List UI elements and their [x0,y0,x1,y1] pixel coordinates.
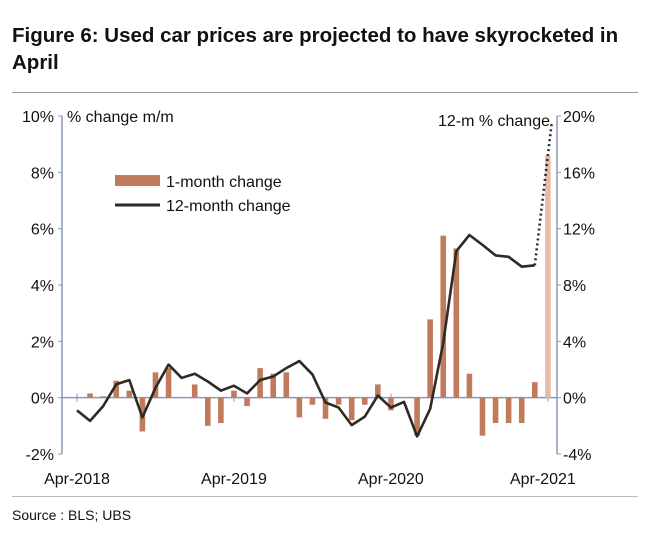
bar [440,235,447,398]
tick-labels: -2% 0% 2% 4% 6% 8% 10% -4% 0% 4% 8% 12% 16% 20% Apr-20… [22,109,595,488]
left-tick-label: 10% [22,109,54,126]
bar [335,397,342,405]
bar [518,397,525,424]
bar [322,397,329,419]
bar [532,382,538,398]
bar [283,372,290,398]
bar [126,390,133,398]
bar [87,393,93,398]
line-series [76,121,554,438]
legend-line-label: 12-month change [166,198,291,215]
x-tick-label: Apr-2021 [510,471,576,488]
right-tick-label: 20% [563,109,595,126]
bar [309,397,316,405]
bar [100,396,106,398]
bar [152,372,159,398]
bar [257,368,263,398]
bar [191,384,198,398]
bar [505,397,512,424]
source-note: Source : BLS; UBS [12,507,132,523]
line-12-month [76,233,535,438]
bar [348,397,355,421]
axes [58,115,561,455]
bar [361,397,368,405]
x-tick-label: Apr-2018 [44,471,110,488]
legend-bar-label: 1-month change [166,174,282,191]
bar [492,397,499,424]
left-tick-label: 0% [31,391,54,408]
bar [427,319,433,398]
right-tick-label: 16% [563,165,595,182]
legend-bar-swatch [115,175,160,186]
bar [205,397,211,426]
source-divider [12,496,638,497]
chart: -2% 0% 2% 4% 6% 8% 10% -4% 0% 4% 8% 12% 16% 20% Apr-20… [22,109,595,488]
bar [270,373,276,398]
left-axis-label: % change m/m [67,109,174,126]
bar [231,390,237,398]
right-tick-label: 4% [563,334,586,351]
right-axis-label: 12-m % change [438,113,550,130]
chart-title: Figure 6: Used car prices are projected … [12,24,619,74]
bar [113,380,120,398]
bars [87,155,551,436]
bar [479,397,486,436]
bar [545,155,551,398]
bar [165,368,172,398]
right-tick-label: 8% [563,278,586,295]
bar [388,397,394,411]
right-tick-label: 12% [563,222,595,239]
bar [244,397,250,407]
x-tick-label: Apr-2020 [358,471,424,488]
bar [453,248,460,398]
bar [375,384,381,398]
bar [218,397,224,424]
left-tick-label: 2% [31,334,54,351]
left-tick-label: -2% [26,447,54,464]
title-divider [12,92,638,93]
x-tick-label: Apr-2019 [201,471,267,488]
legend: 1-month change 12-month change [115,174,291,215]
right-tick-label: 0% [563,391,586,408]
left-tick-label: 4% [31,278,54,295]
bar [414,397,420,436]
bar [466,373,473,398]
left-tick-label: 8% [31,165,54,182]
left-tick-label: 6% [31,222,54,239]
right-tick-label: -4% [563,447,591,464]
line-12-month-projection [533,121,554,266]
bar [296,397,303,418]
